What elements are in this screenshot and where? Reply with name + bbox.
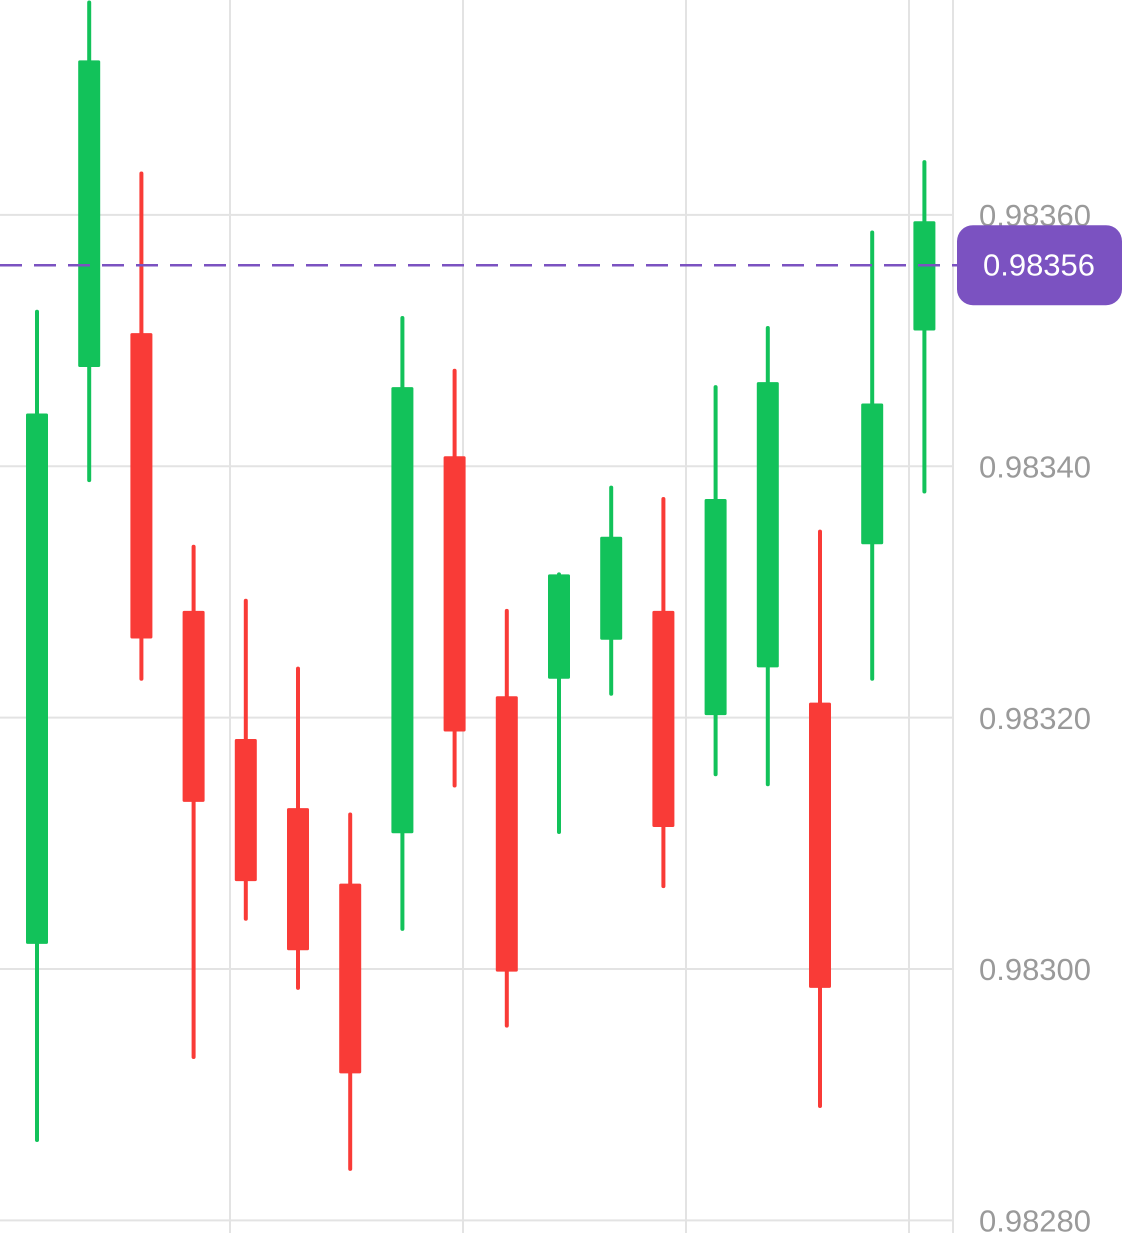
- candle-body: [339, 883, 362, 1074]
- candle-body: [704, 498, 727, 716]
- candle-body: [182, 610, 205, 802]
- candle-body: [548, 574, 570, 679]
- y-tick-label: 0.98340: [979, 449, 1091, 484]
- candle-body: [287, 808, 309, 951]
- y-tick-label: 0.98300: [979, 952, 1091, 987]
- candle-body: [26, 413, 48, 944]
- y-tick-label: 0.98320: [979, 701, 1091, 736]
- candle-body: [913, 221, 936, 331]
- vertical-grid: [229, 0, 954, 1233]
- last-price-badge: [957, 225, 1122, 306]
- last-price-label: 0.98356: [983, 247, 1095, 282]
- candle-body: [600, 536, 623, 640]
- candle-body: [234, 739, 257, 882]
- candle-body: [443, 456, 466, 732]
- candle-body: [78, 60, 101, 368]
- candle-body: [809, 702, 831, 988]
- candle-body: [391, 387, 414, 834]
- candle-body: [861, 403, 884, 545]
- candle-body: [756, 382, 779, 668]
- candle-body: [130, 333, 153, 639]
- y-tick-label: 0.98280: [979, 1204, 1091, 1233]
- candle-body: [652, 610, 675, 828]
- candle-body: [495, 696, 518, 972]
